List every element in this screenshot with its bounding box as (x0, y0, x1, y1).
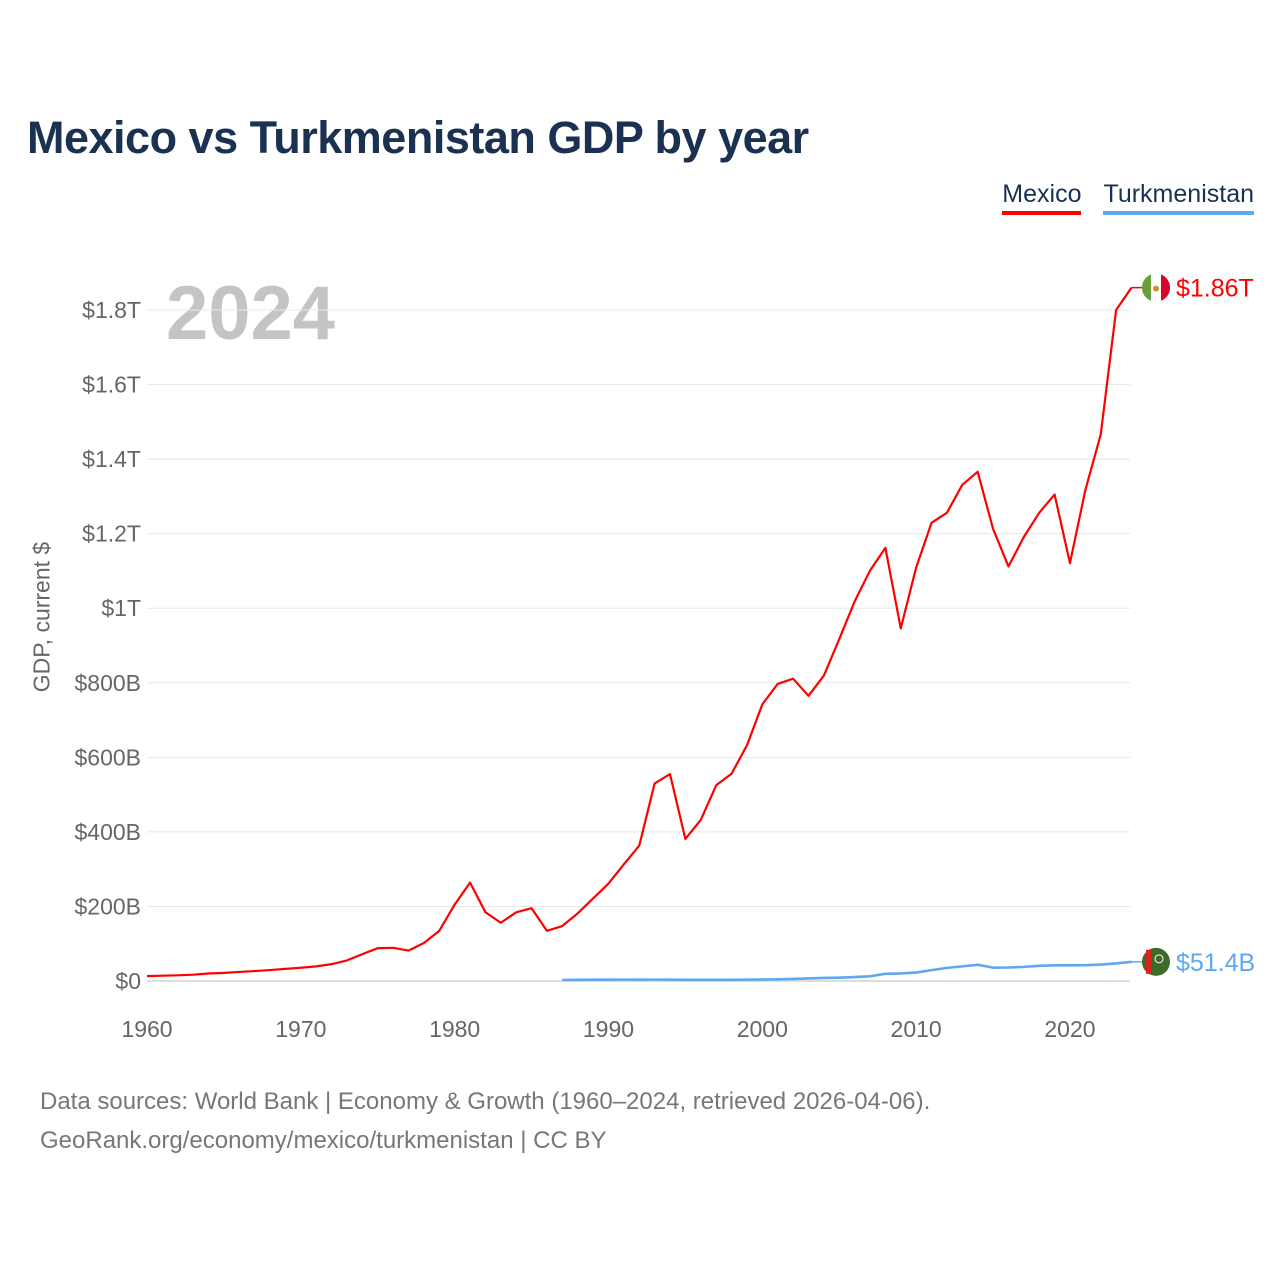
series-line-mexico (146, 287, 1133, 978)
series-line-turkmenistan (562, 960, 1132, 982)
current-year: 2024 (166, 271, 336, 356)
source-line-1: Data sources: World Bank | Economy & Gro… (40, 1088, 931, 1115)
flag-icon-mexico (1141, 273, 1171, 302)
flag-icon-turkmenistan (1142, 947, 1170, 976)
y-tick-label: $1.4T (82, 446, 141, 472)
legend-mexico[interactable]: Mexico (1002, 180, 1082, 215)
y-tick-label: $1.8T (82, 297, 141, 323)
x-tick-label: 2020 (1044, 1016, 1095, 1042)
y-tick-label: $600B (74, 744, 141, 770)
y-tick-label: $1T (101, 595, 141, 621)
x-tick-label: 1980 (429, 1016, 480, 1042)
source-note: Data sources: World Bank | Economy & Gro… (40, 1082, 930, 1160)
y-tick-label: $1.6T (82, 372, 141, 398)
legend-turkmenistan[interactable]: Turkmenistan (1103, 180, 1254, 215)
y-tick-label: $1.2T (82, 521, 141, 547)
y-tick-label: $0 (115, 968, 141, 994)
end-value-label-mexico: $1.86T (1176, 275, 1254, 303)
y-tick-label: $200B (74, 893, 141, 919)
source-line-2[interactable]: GeoRank.org/economy/mexico/turkmenistan … (40, 1127, 607, 1154)
x-tick-label: 1960 (121, 1016, 172, 1042)
end-value-label-turkmenistan: $51.4B (1176, 949, 1255, 977)
y-tick-label: $400B (74, 819, 141, 845)
x-tick-label: 2000 (737, 1016, 788, 1042)
y-tick-label: $800B (74, 670, 141, 696)
x-tick-label: 1990 (583, 1016, 634, 1042)
x-tick-label: 2010 (891, 1016, 942, 1042)
chart-title: Mexico vs Turkmenistan GDP by year (27, 112, 809, 163)
legend: Mexico Turkmenistan (1002, 180, 1254, 215)
x-tick-label: 1970 (275, 1016, 326, 1042)
